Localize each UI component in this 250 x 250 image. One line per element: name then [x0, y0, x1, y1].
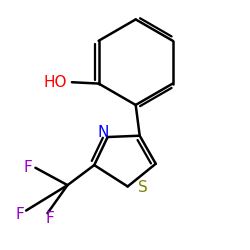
Text: F: F — [15, 207, 24, 222]
Text: F: F — [46, 210, 54, 226]
Text: N: N — [97, 125, 108, 140]
Text: F: F — [23, 160, 32, 175]
Text: S: S — [138, 180, 148, 195]
Text: HO: HO — [43, 75, 66, 90]
